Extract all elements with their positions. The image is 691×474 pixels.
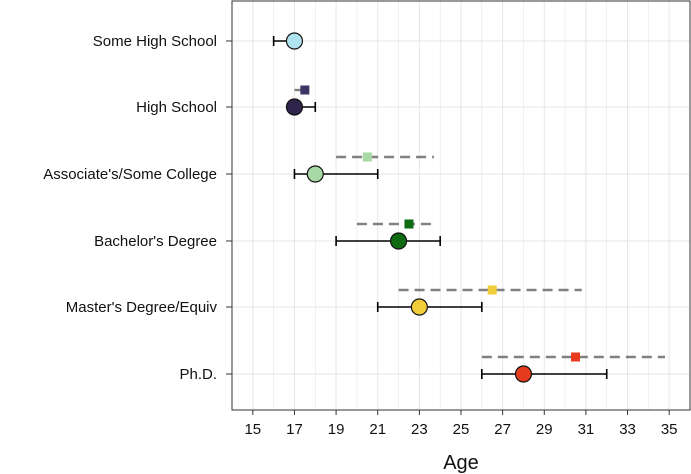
- x-tick-label: 31: [578, 421, 595, 438]
- x-tick-label: 27: [494, 421, 511, 438]
- plot-panel-border: [231, 0, 691, 411]
- x-axis-tick-labels: 15 17 19 21 23 25 27 29 31 33 35: [244, 421, 677, 438]
- category-label: Master's Degree/Equiv: [66, 299, 218, 316]
- median-point: [285, 98, 304, 116]
- median-point: [410, 298, 428, 316]
- x-tick-label: 25: [453, 421, 470, 438]
- x-tick-label: 23: [411, 421, 428, 438]
- median-point: [285, 32, 304, 50]
- category-label: High School: [136, 99, 217, 116]
- category-label: Bachelor's Degree: [94, 233, 217, 250]
- grid-lines: [232, 1, 690, 410]
- category-labels: Some High School High School Associate's/S…: [43, 33, 217, 383]
- x-tick-label: 17: [286, 421, 303, 438]
- category-ticks: [226, 40, 232, 375]
- mean-point: [487, 285, 497, 295]
- data-marks: [272, 32, 666, 383]
- category-label: Ph.D.: [179, 366, 217, 383]
- x-tick-label: 29: [536, 421, 553, 438]
- mean-point: [404, 219, 414, 229]
- mean-point: [571, 352, 580, 362]
- median-point: [306, 165, 324, 183]
- mean-point: [362, 152, 372, 162]
- median-point: [514, 365, 533, 383]
- category-label: Some High School: [93, 33, 217, 50]
- category-label: Associate's/Some College: [43, 166, 217, 183]
- x-tick-label: 19: [328, 421, 345, 438]
- x-tick-label: 33: [619, 421, 636, 438]
- x-tick-label: 15: [244, 421, 261, 438]
- x-tick-label: 35: [661, 421, 678, 438]
- mean-point: [300, 85, 310, 95]
- x-tick-label: 21: [369, 421, 386, 438]
- x-axis-ticks: [252, 410, 670, 415]
- x-axis-title: Age: [443, 452, 479, 474]
- median-point: [389, 232, 408, 250]
